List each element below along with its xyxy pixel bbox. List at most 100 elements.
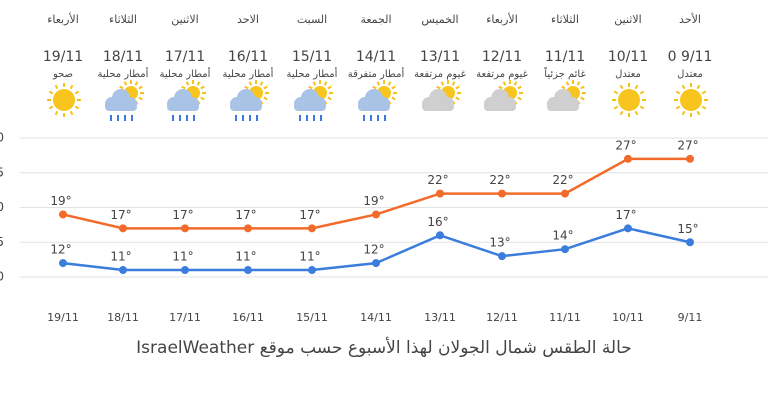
sun-ray bbox=[561, 85, 566, 90]
cloud bbox=[547, 103, 579, 111]
x-tick-label: 11/11 bbox=[549, 311, 581, 324]
sun-ray bbox=[696, 84, 701, 90]
data-label: 15° bbox=[677, 222, 698, 236]
day-condition: معتدل bbox=[677, 69, 703, 80]
sun-ray bbox=[259, 81, 264, 86]
x-tick-label: 17/11 bbox=[169, 311, 201, 324]
day-name: الأحد bbox=[679, 12, 701, 26]
sun-ray bbox=[436, 85, 441, 90]
sun-ray bbox=[613, 90, 619, 95]
x-tick-label: 9/11 bbox=[678, 311, 703, 324]
data-label: 19° bbox=[363, 194, 384, 208]
data-point bbox=[308, 224, 316, 233]
sun-ray bbox=[372, 85, 377, 90]
sun-ray bbox=[48, 90, 54, 95]
weather-icon bbox=[105, 80, 144, 121]
data-point bbox=[181, 224, 189, 233]
day-condition: أمطار محلية bbox=[287, 67, 338, 80]
day-name: الأربعاء bbox=[486, 12, 518, 26]
sun-ray bbox=[69, 84, 74, 90]
sun-ray bbox=[196, 81, 201, 86]
cloud bbox=[358, 103, 390, 111]
sun bbox=[680, 89, 702, 111]
day-date: 19/11 bbox=[43, 49, 83, 65]
x-tick-label: 10/11 bbox=[612, 311, 644, 324]
data-point bbox=[498, 252, 506, 261]
data-point bbox=[624, 154, 632, 163]
x-tick-label: 14/11 bbox=[360, 311, 392, 324]
weather-icon bbox=[547, 80, 586, 111]
sun-ray bbox=[323, 81, 328, 86]
data-point bbox=[372, 210, 380, 219]
sun-ray bbox=[248, 81, 253, 86]
sun-ray bbox=[138, 85, 143, 90]
weather-icon bbox=[358, 80, 397, 121]
data-point bbox=[436, 231, 444, 240]
sun-ray bbox=[376, 81, 381, 86]
sun-ray bbox=[200, 85, 205, 90]
day-condition: أمطار محلية bbox=[98, 67, 149, 80]
data-point bbox=[561, 189, 569, 198]
sun-ray bbox=[69, 110, 74, 116]
sun-ray bbox=[200, 96, 205, 101]
sun-ray bbox=[134, 81, 139, 86]
sun-ray bbox=[308, 85, 313, 90]
day-condition: أمطار متفرقة bbox=[348, 67, 405, 80]
weather-icon bbox=[167, 80, 206, 121]
sun-ray bbox=[701, 105, 707, 110]
sun-ray bbox=[517, 96, 522, 101]
sun-ray bbox=[138, 96, 143, 101]
data-label: 12° bbox=[50, 243, 71, 257]
weather-icon bbox=[484, 80, 523, 111]
data-label: 17° bbox=[235, 208, 256, 222]
sun-ray bbox=[327, 85, 332, 90]
cloud bbox=[105, 103, 137, 111]
day-name: الثلاثاء bbox=[109, 13, 137, 26]
data-point bbox=[181, 266, 189, 275]
sun-ray bbox=[48, 105, 54, 110]
day-date: 11/11 bbox=[545, 49, 585, 65]
y-tick-label: 20 bbox=[0, 200, 4, 214]
sun-ray bbox=[185, 81, 190, 86]
day-date: 13/11 bbox=[420, 49, 460, 65]
day-name: الخميس bbox=[421, 13, 458, 26]
sun-ray bbox=[391, 96, 396, 101]
sun-ray bbox=[517, 85, 522, 90]
weather-icon bbox=[422, 80, 461, 111]
sun-ray bbox=[634, 84, 639, 90]
data-label: 11° bbox=[110, 250, 131, 264]
sun-ray bbox=[244, 85, 249, 90]
sun-ray bbox=[455, 96, 460, 101]
data-label: 11° bbox=[299, 250, 320, 264]
x-tick-label: 18/11 bbox=[107, 311, 139, 324]
sun-ray bbox=[619, 84, 624, 90]
sun-ray bbox=[613, 105, 619, 110]
sun-ray bbox=[639, 105, 645, 110]
y-tick-label: 25 bbox=[0, 165, 4, 179]
data-point bbox=[59, 259, 67, 268]
sun-ray bbox=[387, 81, 392, 86]
day-name: الاثنين bbox=[171, 13, 198, 26]
y-tick-label: 10 bbox=[0, 270, 4, 284]
sun-ray bbox=[634, 110, 639, 116]
day-date: 18/11 bbox=[103, 49, 143, 65]
cloud bbox=[294, 103, 326, 111]
weather-icon bbox=[47, 83, 81, 117]
cloud bbox=[230, 103, 262, 111]
day-date: 17/11 bbox=[165, 49, 205, 65]
y-tick-label: 30 bbox=[0, 131, 4, 145]
data-label: 12° bbox=[363, 243, 384, 257]
sun-ray bbox=[513, 81, 518, 86]
sun-ray bbox=[681, 110, 686, 116]
data-label: 11° bbox=[235, 250, 256, 264]
sun-ray bbox=[74, 105, 80, 110]
sun-ray bbox=[580, 96, 585, 101]
sun-ray bbox=[391, 85, 396, 90]
data-point bbox=[119, 224, 127, 233]
data-label: 27° bbox=[677, 138, 698, 152]
sun-ray bbox=[54, 110, 59, 116]
sun-ray bbox=[701, 90, 707, 95]
sun-ray bbox=[498, 85, 503, 90]
sun-ray bbox=[565, 81, 570, 86]
